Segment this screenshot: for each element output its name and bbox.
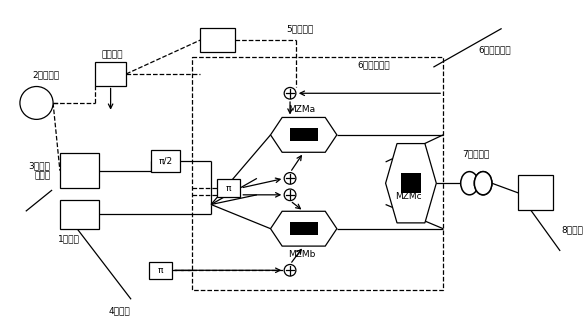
Circle shape	[284, 88, 296, 99]
Text: π: π	[226, 184, 231, 192]
Text: 8探测器: 8探测器	[561, 225, 583, 234]
Bar	[401, 173, 421, 193]
Ellipse shape	[461, 172, 478, 195]
Polygon shape	[271, 118, 337, 152]
Bar	[200, 28, 235, 52]
Bar	[60, 200, 99, 229]
Text: 7单模光纤: 7单模光纤	[463, 150, 490, 159]
Text: π: π	[157, 266, 163, 275]
Text: 6集成调制器: 6集成调制器	[358, 61, 390, 70]
Bar	[290, 128, 318, 142]
Text: MZMc: MZMc	[394, 192, 421, 201]
Text: 1激光器: 1激光器	[58, 235, 80, 244]
Bar	[518, 175, 554, 210]
Polygon shape	[271, 211, 337, 246]
Text: MZMb: MZMb	[288, 250, 315, 259]
Circle shape	[284, 173, 296, 184]
Circle shape	[284, 264, 296, 276]
Ellipse shape	[474, 172, 492, 195]
Circle shape	[20, 87, 53, 119]
Text: 4移相器: 4移相器	[109, 307, 130, 315]
Bar	[151, 150, 180, 172]
Bar	[290, 222, 318, 235]
Ellipse shape	[474, 172, 492, 195]
Text: 数据信号: 数据信号	[102, 50, 123, 59]
Bar	[217, 179, 240, 197]
Text: MZMa: MZMa	[288, 105, 315, 114]
Polygon shape	[386, 143, 436, 223]
Text: 6集成调制器: 6集成调制器	[479, 45, 511, 54]
Text: π/2: π/2	[158, 156, 172, 166]
Bar	[191, 58, 443, 290]
Circle shape	[284, 189, 296, 201]
Text: 2射频信号: 2射频信号	[33, 70, 60, 79]
Bar	[149, 262, 172, 279]
Bar	[60, 153, 99, 188]
Text: 5电增益器: 5电增益器	[286, 24, 313, 33]
Text: 3电相位
调制器: 3电相位 调制器	[28, 161, 50, 180]
Bar	[95, 62, 126, 86]
